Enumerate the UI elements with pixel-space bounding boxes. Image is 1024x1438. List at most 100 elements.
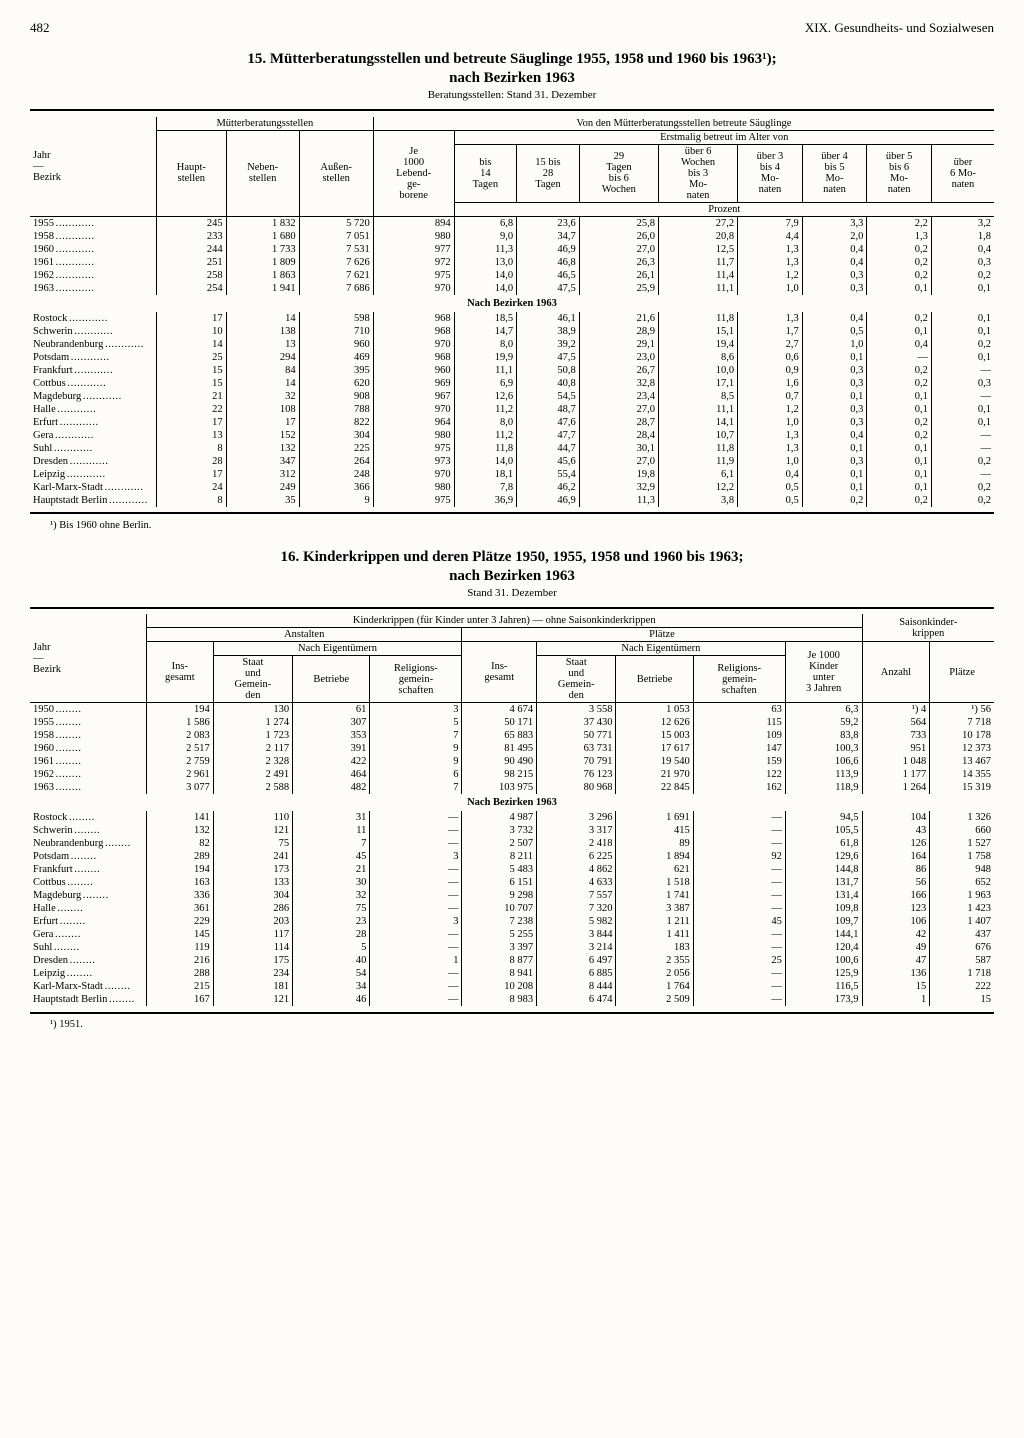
row-label: Neubrandenburg	[30, 837, 147, 850]
cell: 76 123	[537, 768, 616, 781]
table-row: Gera1315230498011,247,728,410,71,30,40,2…	[30, 429, 994, 442]
cell: 8 877	[462, 954, 537, 967]
table-16-note: Stand 31. Dezember	[30, 587, 994, 599]
cell: 4 987	[462, 811, 537, 824]
cell: 286	[213, 902, 292, 915]
cell: 110	[213, 811, 292, 824]
cell: 11,3	[454, 243, 517, 256]
cell: 437	[930, 928, 994, 941]
cell: 89	[616, 837, 693, 850]
table-16-title: 16. Kinderkrippen und deren Plätze 1950,…	[30, 549, 994, 566]
cell: 7 718	[930, 716, 994, 729]
table-row: Magdeburg33630432—9 2987 5571 741—131,41…	[30, 889, 994, 902]
row-label: Schwerin	[30, 325, 157, 338]
cell: 12 373	[930, 742, 994, 755]
cell: 3 387	[616, 902, 693, 915]
cell: ¹) 4	[862, 703, 930, 717]
cell: 0,3	[931, 256, 994, 269]
cell: 24	[157, 481, 227, 494]
cell: 2 759	[147, 755, 214, 768]
row-label: Magdeburg	[30, 889, 147, 902]
cell: 353	[293, 729, 370, 742]
cell: 104	[862, 811, 930, 824]
cell: 37 430	[537, 716, 616, 729]
table-15-note: Beratungsstellen: Stand 31. Dezember	[30, 89, 994, 101]
row-label: 1961	[30, 256, 157, 269]
cell: 12,2	[658, 481, 737, 494]
cell: 18,5	[454, 312, 517, 325]
cell: 415	[616, 824, 693, 837]
cell: 32,8	[579, 377, 658, 390]
cell: —	[931, 468, 994, 481]
cell: 2 961	[147, 768, 214, 781]
cell: 13 467	[930, 755, 994, 768]
table-row: 19552451 8325 7208946,823,625,827,27,93,…	[30, 216, 994, 230]
cell: —	[693, 837, 785, 850]
table-row: Neubrandenburg14139609708,039,229,119,42…	[30, 338, 994, 351]
row-label: Potsdam	[30, 850, 147, 863]
cell: 7 621	[299, 269, 373, 282]
cell: 970	[373, 468, 454, 481]
cell: 21	[157, 390, 227, 403]
cell: 1 691	[616, 811, 693, 824]
row-label: Cottbus	[30, 377, 157, 390]
cell: 304	[213, 889, 292, 902]
row-label: 1960	[30, 742, 147, 755]
row-label: Suhl	[30, 442, 157, 455]
cell: 3,2	[931, 216, 994, 230]
cell: 968	[373, 312, 454, 325]
table-row: 19602 5172 117391981 49563 73117 6171471…	[30, 742, 994, 755]
cell: 970	[373, 282, 454, 295]
cell: 92	[693, 850, 785, 863]
row-label: 1962	[30, 768, 147, 781]
col-ins2: Ins- gesamt	[462, 642, 537, 703]
cell: 47,6	[517, 416, 580, 429]
cell: 27,0	[579, 455, 658, 468]
cell: 14	[226, 312, 299, 325]
cell: 1,3	[738, 442, 803, 455]
cell: 2 507	[462, 837, 537, 850]
cell: 0,5	[738, 481, 803, 494]
cell: 973	[373, 455, 454, 468]
cell: 15	[157, 364, 227, 377]
cell: 5 255	[462, 928, 537, 941]
col-15bis28: 15 bis 28 Tagen	[517, 144, 580, 202]
col-nacheig2: Nach Eigentümern	[537, 642, 786, 656]
cell: 22 845	[616, 781, 693, 794]
cell: 3 558	[537, 703, 616, 717]
cell: 0,2	[931, 455, 994, 468]
cell: 621	[616, 863, 693, 876]
cell: 469	[299, 351, 373, 364]
col-neben: Neben- stellen	[226, 130, 299, 216]
cell: 8 941	[462, 967, 537, 980]
cell: 2 588	[213, 781, 292, 794]
col-anzahl: Anzahl	[862, 642, 930, 703]
cell: 980	[373, 230, 454, 243]
cell: 94,5	[785, 811, 862, 824]
cell: 391	[293, 742, 370, 755]
cell: 1 723	[213, 729, 292, 742]
cell: 972	[373, 256, 454, 269]
col-nacheig1: Nach Eigentümern	[213, 642, 462, 656]
cell: 126	[862, 837, 930, 850]
cell: 1 586	[147, 716, 214, 729]
rule	[30, 512, 994, 514]
table-row: Erfurt17178229648,047,628,714,11,00,30,2…	[30, 416, 994, 429]
row-label: Gera	[30, 928, 147, 941]
cell: 0,3	[802, 269, 867, 282]
cell: —	[370, 941, 462, 954]
col-je1000k: Je 1000 Kinder unter 3 Jahren	[785, 642, 862, 703]
cell: 248	[299, 468, 373, 481]
cell: 254	[157, 282, 227, 295]
cell: 35	[226, 494, 299, 507]
cell: 0,1	[802, 468, 867, 481]
cell: 144,8	[785, 863, 862, 876]
cell: 967	[373, 390, 454, 403]
row-label: Hauptstadt Berlin	[30, 494, 157, 507]
cell: 249	[226, 481, 299, 494]
cell: 0,3	[802, 403, 867, 416]
cell: 0,2	[867, 416, 932, 429]
cell: 7 686	[299, 282, 373, 295]
cell: 9	[299, 494, 373, 507]
col-staat1: Staat und Gemein- den	[213, 656, 292, 703]
